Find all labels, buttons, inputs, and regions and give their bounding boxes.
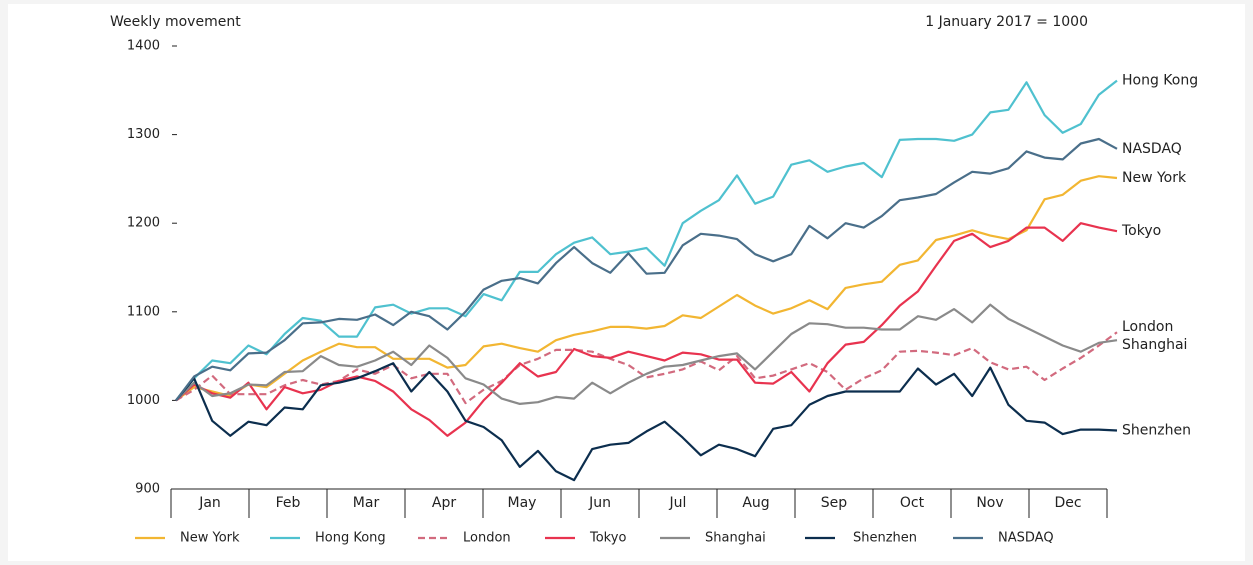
- y-tick-label: 1100: [127, 304, 160, 319]
- subtitle: Weekly movement: [110, 14, 241, 30]
- end-label: New York: [1122, 170, 1187, 186]
- x-tick-label: Sep: [821, 495, 848, 511]
- note: 1 January 2017 = 1000: [925, 14, 1088, 30]
- end-label: Shanghai: [1122, 337, 1187, 353]
- end-label: NASDAQ: [1122, 141, 1182, 157]
- x-tick-label: Aug: [742, 495, 769, 511]
- x-tick-label: Nov: [976, 495, 1003, 511]
- chart-panel: [8, 4, 1245, 561]
- legend-label: Tokyo: [589, 531, 626, 546]
- series-line: [175, 303, 1118, 405]
- x-tick-label: Apr: [432, 495, 456, 511]
- x-tick-label: Oct: [900, 495, 925, 511]
- legend-label: NASDAQ: [998, 531, 1054, 546]
- x-tick-label: Feb: [276, 495, 301, 511]
- legend-label: Shenzhen: [853, 531, 917, 546]
- x-tick-label: Jun: [588, 495, 611, 511]
- legend-label: London: [463, 531, 511, 546]
- y-tick-label: 900: [135, 482, 160, 497]
- x-tick-label: Jul: [669, 495, 687, 511]
- legend-label: Hong Kong: [315, 531, 386, 546]
- y-tick-label: 1300: [127, 127, 160, 142]
- x-tick-label: Jan: [198, 495, 221, 511]
- y-tick-label: 1200: [127, 216, 160, 231]
- x-tick-label: Mar: [353, 495, 380, 511]
- legend-label: Shanghai: [705, 531, 766, 546]
- y-tick-label: 1400: [127, 39, 160, 54]
- series-line: [175, 79, 1118, 402]
- legend-label: New York: [180, 531, 240, 546]
- x-tick-label: May: [508, 495, 537, 511]
- x-tick-label: Dec: [1054, 495, 1081, 511]
- series-line: [175, 175, 1118, 402]
- series-line: [175, 137, 1118, 402]
- y-tick-label: 1000: [127, 393, 160, 408]
- end-label: London: [1122, 319, 1173, 335]
- end-label: Shenzhen: [1122, 423, 1191, 439]
- series-line: [175, 362, 1118, 482]
- series-line: [175, 331, 1118, 405]
- end-label: Hong Kong: [1122, 73, 1198, 89]
- end-label: Tokyo: [1121, 223, 1161, 239]
